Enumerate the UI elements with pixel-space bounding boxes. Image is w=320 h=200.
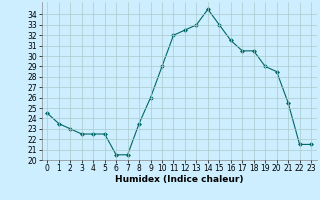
X-axis label: Humidex (Indice chaleur): Humidex (Indice chaleur)	[115, 175, 244, 184]
